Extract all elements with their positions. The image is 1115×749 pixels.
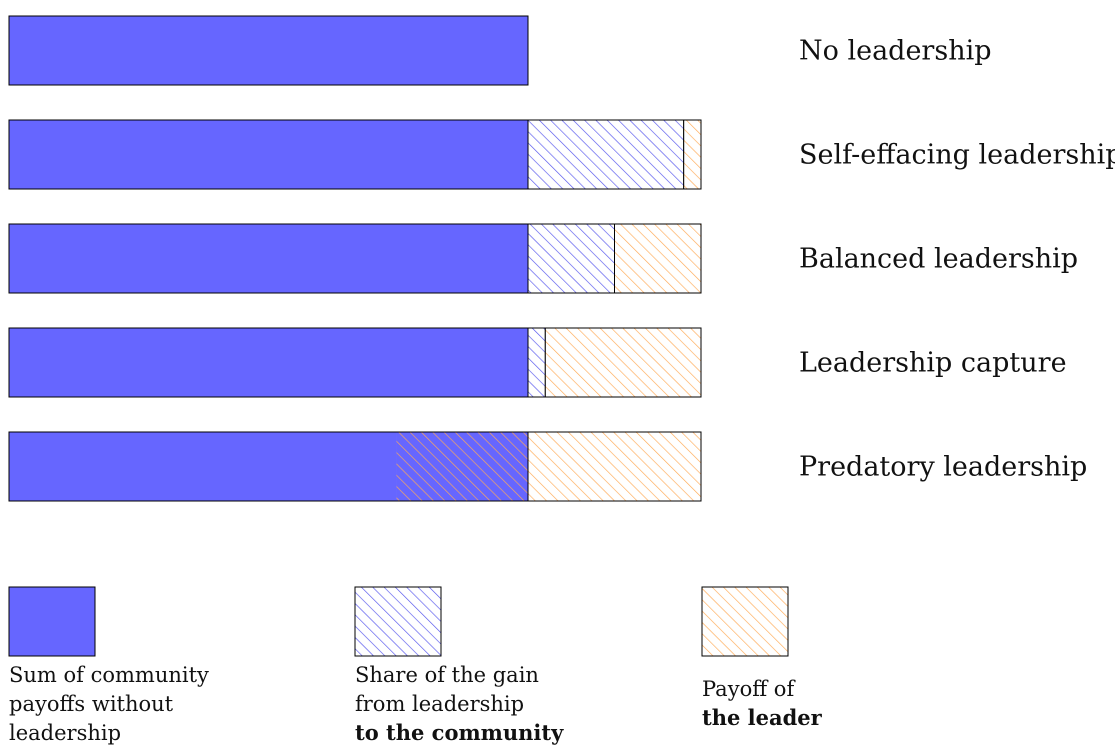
row-label: Leadership capture xyxy=(799,348,1067,379)
bar-outline xyxy=(8,431,702,502)
leader-payoff-segment xyxy=(614,223,702,294)
legend-text: Payoff of xyxy=(702,677,796,701)
bar-outline xyxy=(8,119,702,190)
bars-layer: No leadership Self-effacing leadership Bal… xyxy=(8,15,1115,502)
row-label: Balanced leadership xyxy=(799,244,1078,275)
leader-extraction-segment xyxy=(396,432,528,501)
legend-swatch xyxy=(354,586,442,657)
legend-text: payoffs without xyxy=(9,692,174,716)
legend-text: leadership xyxy=(9,721,121,745)
leader-payoff-segment xyxy=(544,327,702,398)
leader-payoff-segment xyxy=(527,431,702,502)
community-base-segment xyxy=(9,224,528,293)
row-label: Predatory leadership xyxy=(799,452,1087,483)
bar-outline xyxy=(8,327,702,398)
legend-text-bold: the leader xyxy=(702,705,823,730)
legend-item: Sum of community payoffs without leadershi… xyxy=(8,586,209,745)
legend-text-bold: to the community xyxy=(355,720,564,745)
legend-swatch xyxy=(8,586,96,657)
legend-swatch xyxy=(701,586,789,657)
legend-item: Payoff of the leader xyxy=(701,586,823,730)
bar-row: Self-effacing leadership xyxy=(8,119,1115,190)
legend-text: from leadership xyxy=(355,692,524,716)
community-base-segment xyxy=(9,16,528,85)
community-gain-segment xyxy=(527,327,546,398)
legend-text: Share of the gain xyxy=(355,663,539,687)
legend-text: Sum of community xyxy=(9,663,209,687)
bar-outline xyxy=(8,223,702,294)
row-label: Self-effacing leadership xyxy=(799,140,1115,171)
bar-row: Leadership capture xyxy=(8,327,1067,398)
bar-row: No leadership xyxy=(8,15,992,86)
community-base-segment xyxy=(9,120,528,189)
bar-row: Predatory leadership xyxy=(8,431,1087,502)
community-gain-segment xyxy=(527,119,685,190)
community-base-segment xyxy=(9,328,528,397)
community-gain-segment xyxy=(527,223,615,294)
bar-outline xyxy=(8,15,529,86)
bar-row: Balanced leadership xyxy=(8,223,1078,294)
legend-layer: Sum of community payoffs without leadershi… xyxy=(8,586,823,745)
legend-item: Share of the gain from leadership to the c… xyxy=(354,586,564,745)
leader-payoff-segment xyxy=(683,119,702,190)
community-base-segment xyxy=(9,432,397,501)
row-label: No leadership xyxy=(799,36,992,67)
